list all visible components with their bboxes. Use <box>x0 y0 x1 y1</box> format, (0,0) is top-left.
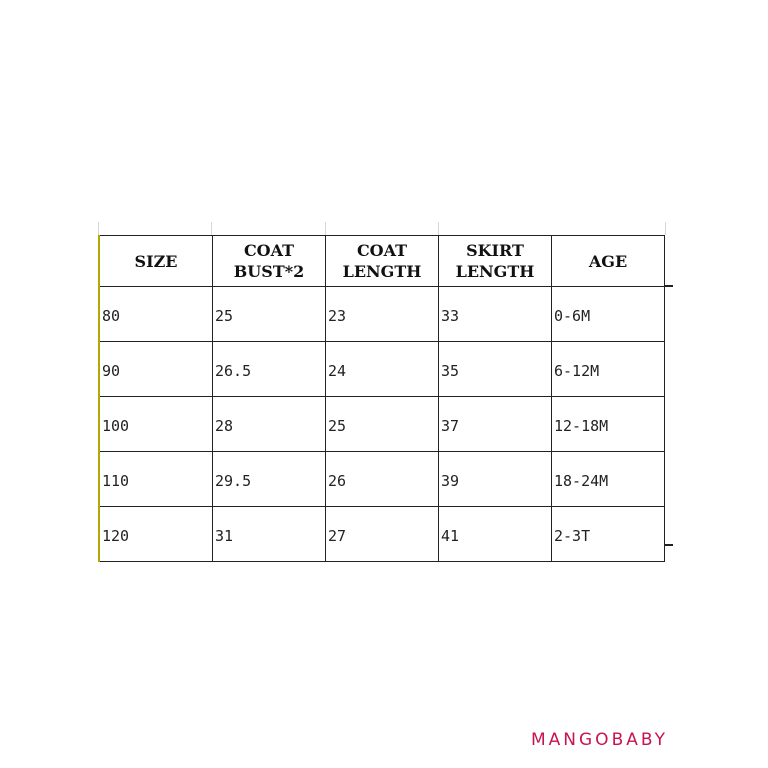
table-cell: 25 <box>212 286 326 342</box>
table-cell: 33 <box>438 286 552 342</box>
table-row: 80 25 23 33 0-6M <box>98 286 665 342</box>
table-row: 90 26.5 24 35 6-12M <box>98 341 665 397</box>
gridline <box>211 222 212 235</box>
table-cell: 35 <box>438 341 552 397</box>
table-cell: 120 <box>98 506 213 562</box>
table-cell: 24 <box>325 341 439 397</box>
table-cell: 26.5 <box>212 341 326 397</box>
gridline <box>665 285 673 287</box>
gridline <box>665 222 666 235</box>
table-cell: 25 <box>325 396 439 452</box>
table-cell: 37 <box>438 396 552 452</box>
table-cell: 12-18M <box>551 396 665 452</box>
gridline <box>438 222 439 235</box>
gridline <box>98 222 99 235</box>
table-cell: 18-24M <box>551 451 665 507</box>
table-row: 100 28 25 37 12-18M <box>98 396 665 452</box>
table-row: 110 29.5 26 39 18-24M <box>98 451 665 507</box>
table-cell: 39 <box>438 451 552 507</box>
header-coat-bust: COAT BUST*2 <box>212 235 326 287</box>
table-cell: 2-3T <box>551 506 665 562</box>
table-cell: 80 <box>98 286 213 342</box>
table-cell: 26 <box>325 451 439 507</box>
table-cell: 41 <box>438 506 552 562</box>
table-cell: 100 <box>98 396 213 452</box>
size-chart-table: SIZE COAT BUST*2 COAT LENGTH SKIRT LENGTH A… <box>98 235 665 562</box>
table-cell: 6-12M <box>551 341 665 397</box>
header-coat-length: COAT LENGTH <box>325 235 439 287</box>
gridline <box>325 222 326 235</box>
brand-logo: MANGOBABY <box>531 730 668 750</box>
table-cell: 23 <box>325 286 439 342</box>
header-size: SIZE <box>98 235 213 287</box>
header-age: AGE <box>551 235 665 287</box>
header-row: SIZE COAT BUST*2 COAT LENGTH SKIRT LENGTH A… <box>98 235 665 287</box>
table-cell: 27 <box>325 506 439 562</box>
table-cell: 90 <box>98 341 213 397</box>
table-cell: 31 <box>212 506 326 562</box>
table-cell: 29.5 <box>212 451 326 507</box>
table-cell: 110 <box>98 451 213 507</box>
table-cell: 28 <box>212 396 326 452</box>
table-row: 120 31 27 41 2-3T <box>98 506 665 562</box>
gridline <box>665 544 673 546</box>
header-skirt-length: SKIRT LENGTH <box>438 235 552 287</box>
table-cell: 0-6M <box>551 286 665 342</box>
